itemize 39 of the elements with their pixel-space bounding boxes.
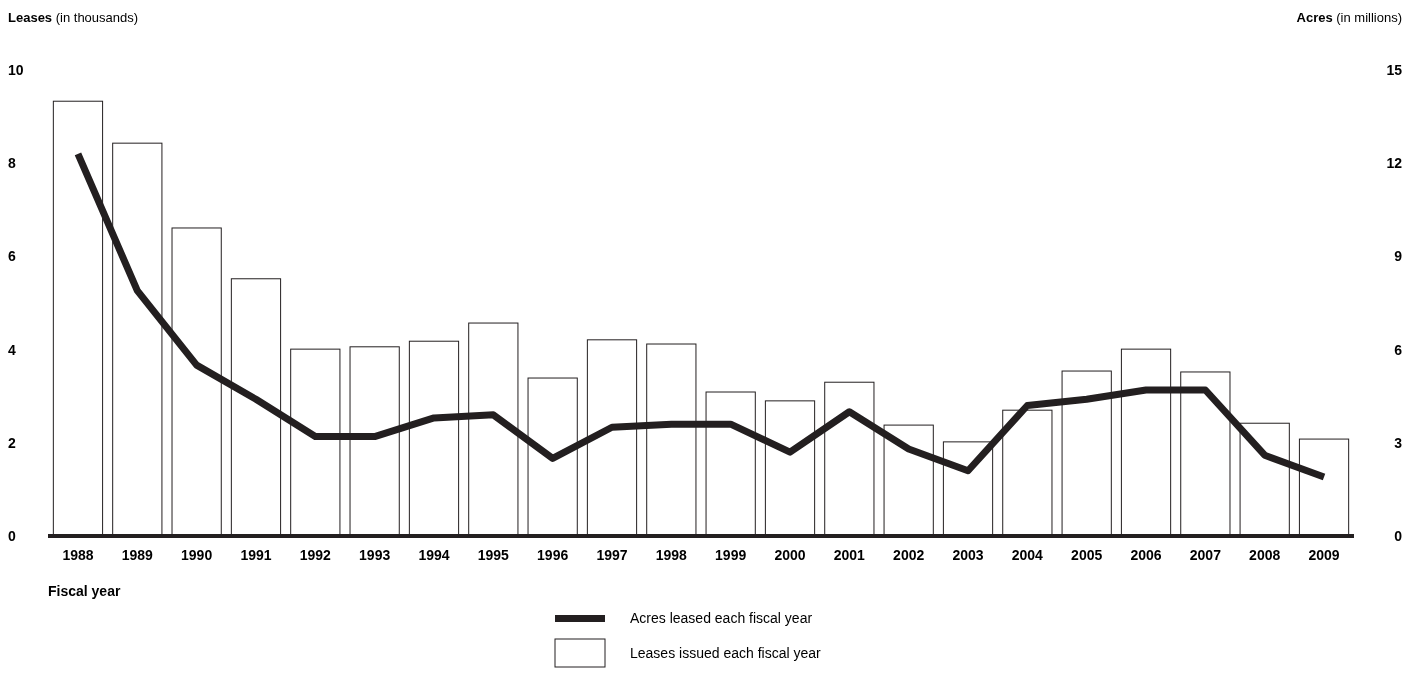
y-tick-label: 2 (8, 434, 16, 451)
x-tick-label: 1998 (655, 547, 688, 563)
y2-tick-label: 3 (1394, 434, 1403, 451)
x-tick-label: 1997 (596, 547, 628, 563)
x-tick-label: 2002 (893, 547, 925, 563)
y2-tick-label: 15 (1386, 61, 1403, 78)
y-tick-label: 10 (8, 61, 24, 78)
x-tick-label: 2009 (1308, 547, 1340, 563)
x-tick-label: 1991 (240, 547, 272, 563)
y2-tick-label: 9 (1394, 248, 1403, 265)
x-tick-label: 2003 (952, 547, 984, 563)
x-tick-label: 2006 (1130, 547, 1162, 563)
y2-axis-title: Acres (in millions) (1296, 10, 1402, 25)
x-tick-label: 1996 (537, 547, 569, 563)
legend-label: Leases issued each fiscal year (630, 644, 821, 661)
x-axis-title: Fiscal year (48, 583, 121, 599)
x-tick-label: 1999 (715, 547, 747, 563)
y2-tick-label: 0 (1394, 527, 1403, 544)
legend-label: Acres leased each fiscal year (630, 609, 813, 626)
x-tick-label: 2001 (833, 547, 866, 563)
x-tick-label: 1992 (299, 547, 332, 563)
x-tick-label: 2008 (1249, 547, 1281, 563)
x-tick-label: 1988 (62, 547, 94, 563)
y-tick-label: 0 (8, 527, 16, 544)
y2-tick-label: 6 (1394, 341, 1403, 358)
x-tick-label: 2007 (1189, 547, 1222, 563)
x-tick-label: 1994 (418, 547, 450, 563)
y-tick-label: 8 (8, 155, 16, 172)
x-tick-label: 2000 (774, 547, 806, 563)
x-tick-label: 2004 (1011, 547, 1044, 563)
x-tick-label: 2005 (1071, 547, 1103, 563)
y-tick-label: 4 (8, 341, 16, 358)
x-tick-label: 1989 (121, 547, 154, 563)
y-tick-label: 6 (8, 248, 16, 265)
y2-tick-label: 12 (1386, 155, 1403, 172)
x-tick-label: 1993 (359, 547, 391, 563)
x-tick-label: 1995 (477, 547, 510, 563)
y-axis-title: Leases (in thousands) (8, 10, 139, 25)
x-tick-label: 1990 (181, 547, 213, 563)
